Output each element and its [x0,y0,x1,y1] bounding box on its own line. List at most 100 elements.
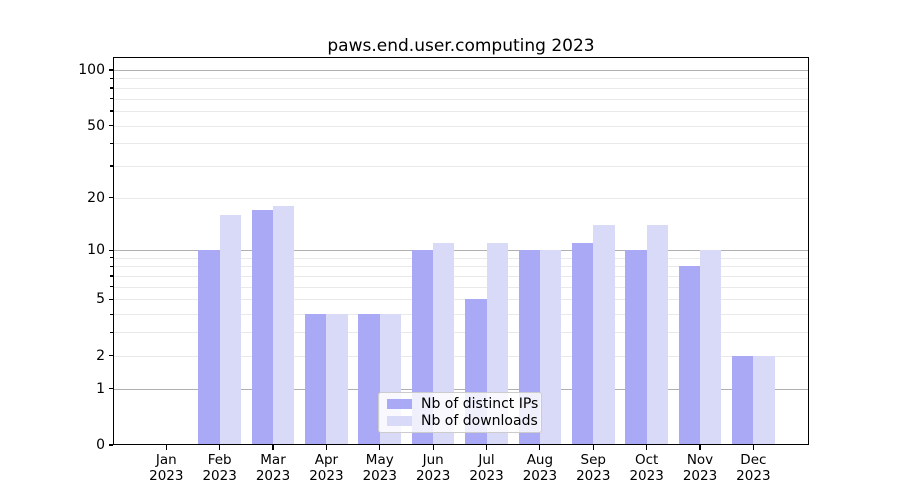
bar-nov-downloads [700,250,722,445]
x-tick-mark [219,445,221,450]
bar-sep-distinct-ips [571,243,594,445]
bar-dec-distinct-ips [732,355,754,445]
major-gridline [113,388,809,390]
x-tick-label: Dec 2023 [725,452,781,484]
bar-nov-distinct-ips [678,266,700,445]
x-tick-month: Dec [740,452,767,468]
legend-swatch-downloads [387,416,412,426]
x-tick-label: Jun 2023 [405,452,461,484]
y-tick-mark [108,388,113,390]
legend-label-distinct-ips: Nb of distinct IPs [421,396,539,412]
y-minor-tick-mark [110,257,113,259]
bar-may-distinct-ips [358,314,380,445]
y-minor-tick-mark [110,275,113,277]
y-minor-tick-mark [110,286,113,288]
x-tick-mark [485,445,488,450]
bar-aug-downloads [539,250,562,445]
major-gridline [113,250,809,252]
x-tick-mark [165,445,167,450]
bar-feb-distinct-ips [198,250,220,445]
legend-swatch-distinct-ips [387,399,412,409]
x-tick-mark [752,445,754,450]
y-minor-tick-mark [110,265,113,268]
y-tick-label: 2 [96,347,105,364]
x-tick-mark [539,445,541,450]
y-minor-tick-mark [110,165,113,167]
minor-gridline [113,78,809,80]
x-tick-mark [272,445,274,450]
minor-gridline [113,276,809,278]
x-tick-year: 2023 [362,468,397,484]
x-tick-label: Nov 2023 [672,452,728,484]
y-minor-tick-mark [110,98,113,100]
minor-gridline [113,165,809,167]
x-tick-month: Apr [314,452,339,468]
x-tick-mark [379,445,381,450]
x-tick-mark [699,445,701,450]
x-tick-month: Nov [686,452,714,468]
minor-gridline [113,98,809,100]
x-tick-year: 2023 [629,468,664,484]
x-tick-month: Feb [207,452,232,468]
bar-oct-downloads [646,224,668,445]
y-minor-tick-mark [110,197,113,199]
x-tick-year: 2023 [522,468,558,484]
y-tick-label: 10 [87,242,105,259]
legend-label-downloads: Nb of downloads [421,413,538,429]
y-tick-label: 5 [96,291,105,308]
major-gridline [113,70,809,71]
minor-gridline [113,125,809,127]
plot-area: Nb of distinct IPs Nb of downloads [113,57,809,445]
x-tick-label: Feb 2023 [192,452,248,484]
x-tick-label: Aug 2023 [512,452,568,484]
x-tick-month: Oct [634,452,659,468]
minor-gridline [113,197,809,199]
x-tick-mark [432,445,434,450]
x-tick-label: Jul 2023 [459,452,515,484]
x-tick-month: Jan [155,452,177,468]
bar-mar-downloads [273,205,295,445]
x-tick-month: Jun [422,452,444,468]
y-minor-tick-mark [110,142,113,144]
x-tick-month: Jul [478,452,495,468]
x-tick-label: Jan 2023 [138,452,194,484]
minor-gridline [113,266,809,268]
minor-gridline [113,110,809,112]
y-minor-tick-mark [110,298,113,300]
y-minor-tick-mark [110,87,113,89]
chart-title: paws.end.user.computing 2023 [327,36,595,56]
x-tick-year: 2023 [415,468,451,484]
minor-gridline [113,299,809,301]
y-tick-label: 20 [87,189,105,206]
y-minor-tick-mark [110,355,113,357]
bar-sep-downloads [593,224,615,445]
x-tick-year: 2023 [255,468,291,484]
minor-gridline [113,286,809,288]
x-tick-year: 2023 [149,468,184,484]
x-tick-year: 2023 [469,468,504,484]
minor-gridline [113,143,809,145]
y-tick-label: 0 [96,437,105,453]
y-minor-tick-mark [110,77,113,80]
x-tick-year: 2023 [576,468,611,484]
y-tick-label: 1 [96,380,105,397]
x-tick-month: Sep [580,452,606,468]
x-tick-month: Aug [526,452,554,468]
x-tick-year: 2023 [736,468,771,484]
x-tick-year: 2023 [682,468,718,484]
x-tick-year: 2023 [202,468,237,484]
x-tick-mark [646,445,648,450]
y-tick-mark [108,249,113,251]
minor-gridline [113,314,809,316]
bar-mar-distinct-ips [251,210,274,445]
minor-gridline [113,87,809,89]
legend-item-downloads: Nb of downloads [387,413,538,429]
minor-gridline [113,257,809,259]
y-tick-label: 50 [87,117,105,134]
bar-apr-distinct-ips [305,314,327,445]
bar-oct-distinct-ips [625,250,647,445]
y-tick-label: 100 [78,62,105,78]
x-tick-mark [592,445,594,450]
bar-dec-downloads [753,355,775,445]
